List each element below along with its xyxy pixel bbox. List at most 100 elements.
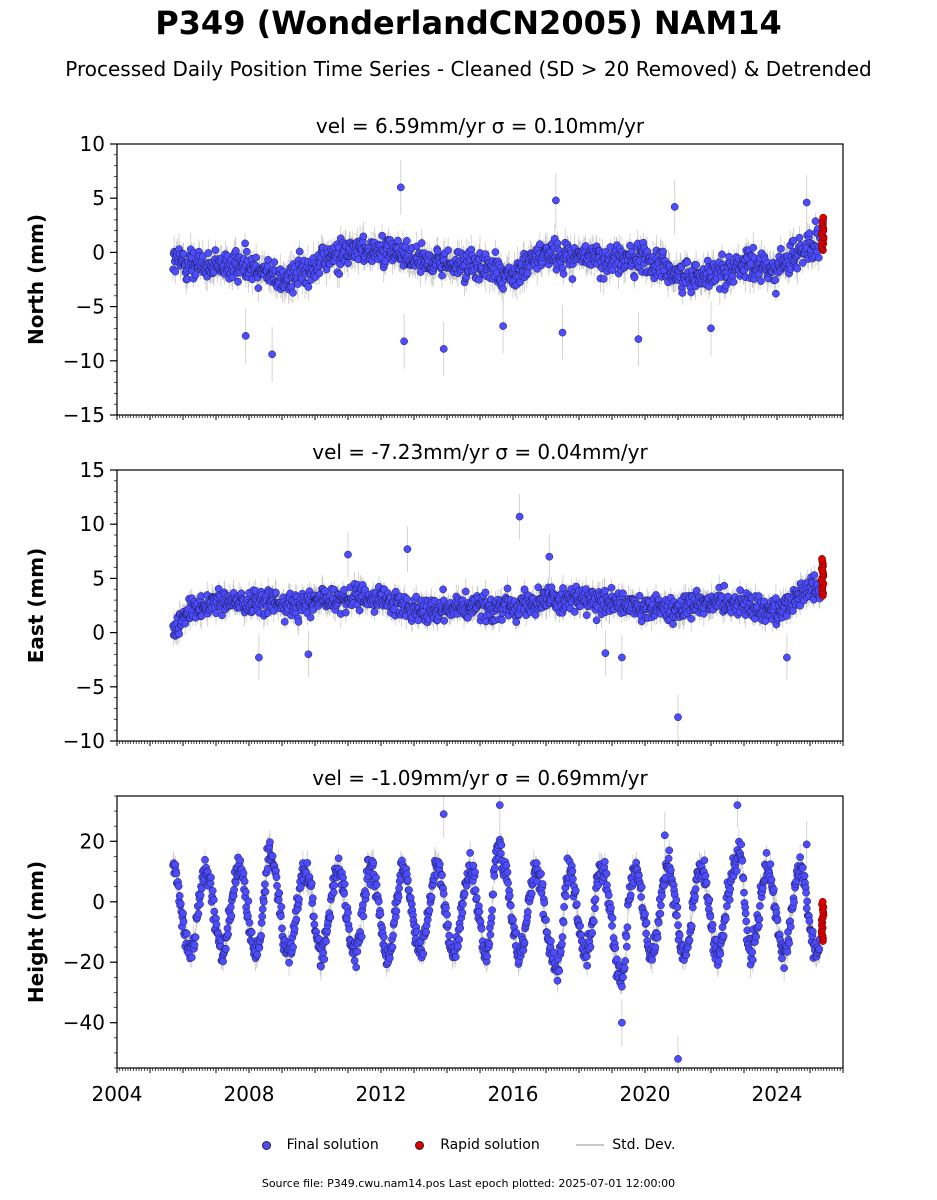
final-solution-point: [558, 328, 567, 337]
final-solution-point: [659, 247, 667, 256]
final-solution-point: [254, 284, 263, 292]
y-tick-label: −10: [63, 349, 105, 373]
final-solution-point: [231, 246, 240, 255]
final-solution-point: [402, 236, 411, 245]
chart-subtitle: Processed Daily Position Time Series - C…: [65, 57, 872, 81]
final-solution-point: [795, 233, 804, 242]
final-solution-point: [417, 239, 426, 247]
final-solution-point: [306, 613, 315, 622]
final-solution-point: [439, 585, 447, 594]
final-solution-point: [771, 276, 780, 284]
final-solution-point: [400, 337, 408, 346]
final-solution-point: [412, 592, 421, 601]
final-solution-point: [499, 285, 507, 293]
final-solution-point: [440, 616, 449, 625]
final-solution-point: [241, 239, 249, 248]
final-solution-point: [438, 271, 446, 280]
rapid-solution-point: [819, 213, 828, 222]
final-solution-point: [720, 581, 729, 590]
final-solution-points: [169, 183, 824, 359]
final-solution-point: [687, 288, 696, 297]
final-solution-point: [355, 606, 364, 615]
final-solution-point: [270, 258, 279, 267]
final-solution-point: [402, 594, 411, 603]
final-solution-point: [592, 616, 601, 625]
final-solution-point: [464, 613, 472, 622]
final-solution-point: [692, 586, 701, 595]
panel-title: vel = 6.59mm/yr σ = 0.10mm/yr: [316, 114, 645, 138]
final-solution-point: [444, 246, 452, 255]
final-solution-point: [678, 289, 687, 297]
final-solution-point: [396, 183, 405, 192]
final-solution-point: [805, 229, 814, 238]
final-solution-point: [475, 275, 483, 284]
final-solution-point: [634, 335, 643, 343]
final-solution-point: [499, 322, 507, 330]
final-solution-point: [211, 246, 220, 254]
final-solution-point: [294, 618, 303, 626]
final-solution-point: [198, 252, 207, 261]
final-solution-point: [341, 608, 350, 617]
final-solution-point: [811, 217, 820, 226]
final-solution-point: [570, 608, 579, 616]
final-solution-point: [635, 591, 644, 600]
final-solution-point: [607, 583, 616, 592]
panel-1: −15 −10 −5 0 5 10 vel = 6.59mm/yr σ = 0.10mm/y…: [24, 114, 844, 427]
y-tick-label: 0: [92, 240, 105, 264]
final-solution-point: [175, 630, 183, 638]
rapid-solution-points: [817, 213, 828, 255]
final-solution-point: [599, 275, 608, 283]
final-solution-point: [171, 267, 180, 276]
final-solution-point: [498, 616, 506, 624]
final-solution-point: [670, 203, 679, 211]
final-solution-point: [191, 271, 200, 279]
final-solution-point: [707, 324, 715, 333]
y-tick-label: 5: [92, 186, 105, 210]
final-solution-point: [559, 270, 568, 278]
final-solution-point: [729, 278, 738, 286]
final-solution-point: [252, 253, 260, 262]
final-solution-point: [315, 269, 324, 278]
final-solution-point: [568, 275, 577, 283]
final-solution-point: [280, 617, 289, 626]
final-solution-point: [692, 261, 700, 269]
final-solution-point: [481, 588, 490, 597]
final-solution-point: [798, 259, 807, 267]
final-solution-point: [687, 614, 696, 623]
final-solution-point: [335, 270, 344, 278]
final-solution-point: [776, 244, 785, 253]
final-solution-point: [359, 232, 368, 241]
final-solution-point: [242, 247, 251, 256]
final-solution-point: [725, 252, 733, 261]
y-tick-label: −15: [63, 403, 105, 427]
final-solution-point: [272, 588, 280, 597]
final-solution-point: [772, 289, 780, 298]
final-solution-point: [619, 589, 627, 598]
y-tick-label: 10: [80, 132, 105, 156]
final-solution-point: [204, 249, 213, 257]
final-solution-point: [536, 240, 544, 249]
final-solution-point: [802, 198, 811, 207]
final-solution-point: [491, 248, 500, 256]
y-axis-label: North (mm): [24, 214, 48, 345]
final-solution-point: [394, 236, 402, 245]
final-solution-point: [757, 277, 765, 285]
final-solution-point: [552, 196, 560, 205]
final-solution-point: [304, 283, 313, 291]
final-solution-point: [181, 619, 190, 628]
final-solution-point: [736, 586, 744, 594]
time-series-figure: −15 −10 −5 0 5 10 vel = 6.59mm/yr σ = 0.10mm/y…: [24, 114, 844, 1106]
final-solution-point: [289, 288, 297, 297]
final-solution-point: [669, 620, 677, 628]
final-solution-point: [344, 259, 352, 268]
final-solution-point: [241, 332, 250, 340]
final-solution-point: [559, 584, 567, 592]
y-tick-label: −5: [76, 295, 105, 319]
final-solution-point: [582, 611, 591, 620]
final-solution-point: [683, 258, 692, 266]
final-solution-point: [503, 584, 512, 593]
final-solution-point: [234, 277, 242, 286]
final-solution-point: [534, 583, 543, 592]
final-solution-point: [600, 586, 609, 595]
